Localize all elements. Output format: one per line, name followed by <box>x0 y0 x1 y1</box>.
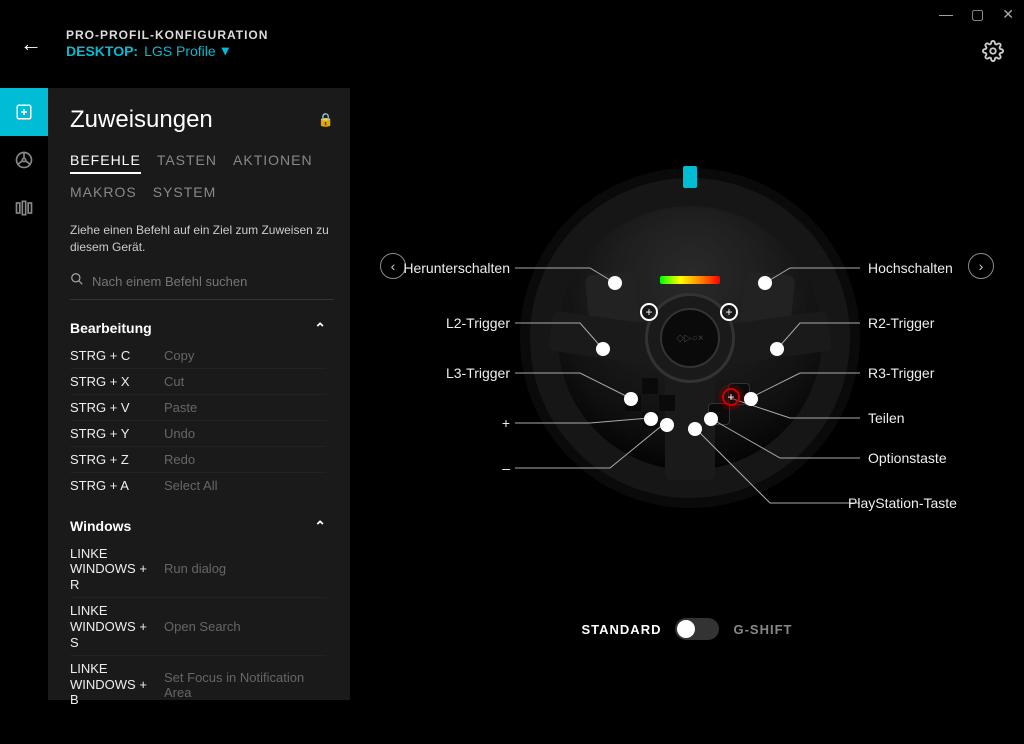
command-shortcut: LINKE WINDOWS + S <box>70 603 154 650</box>
chevron-up-icon: ⌃ <box>314 320 326 337</box>
next-device-button[interactable]: › <box>968 253 994 279</box>
profile-selector[interactable]: DESKTOP: LGS Profile ▾ <box>66 42 268 59</box>
callout-label: PlayStation-Taste <box>848 495 957 511</box>
profile-name: LGS Profile <box>144 43 216 59</box>
mode-standard-label[interactable]: STANDARD <box>582 622 662 637</box>
hotspot[interactable] <box>758 276 772 290</box>
hotspot-plus[interactable]: + <box>640 303 658 321</box>
back-button[interactable]: ← <box>20 31 42 57</box>
sidebar-title: Zuweisungen <box>70 106 213 134</box>
tab-system[interactable]: SYSTEM <box>153 184 217 204</box>
command-name: Paste <box>164 400 197 415</box>
section-bearbeitung[interactable]: Bearbeitung⌃ <box>70 314 326 343</box>
command-row[interactable]: STRG + V Paste <box>70 394 326 420</box>
hotspot[interactable] <box>704 412 718 426</box>
hotspot[interactable] <box>644 412 658 426</box>
command-name: Select All <box>164 478 217 493</box>
ps-logo-icon: ◇▷○× <box>660 308 720 368</box>
tab-befehle[interactable]: BEFEHLE <box>70 152 141 174</box>
command-row[interactable]: LINKE WINDOWS + B Set Focus in Notificati… <box>70 655 326 713</box>
command-row[interactable]: LINKE WINDOWS + S Open Search <box>70 597 326 655</box>
hotspot[interactable] <box>596 342 610 356</box>
command-name: Undo <box>164 426 195 441</box>
hotspot-highlight[interactable]: + <box>722 388 740 406</box>
callout-label: L2-Trigger <box>400 315 510 331</box>
command-row[interactable]: STRG + C Copy <box>70 343 326 368</box>
callout-label: – <box>400 460 510 476</box>
rail-wheel-button[interactable] <box>0 136 48 184</box>
tab-makros[interactable]: MAKROS <box>70 184 137 204</box>
command-shortcut: STRG + A <box>70 478 154 493</box>
hotspot[interactable] <box>744 392 758 406</box>
command-name: Open Search <box>164 619 241 634</box>
command-name: Cut <box>164 374 184 389</box>
command-row[interactable]: STRG + A Select All <box>70 472 326 498</box>
sidebar-hint: Ziehe einen Befehl auf ein Ziel zum Zuwe… <box>70 222 334 256</box>
callout-label: + <box>400 415 510 431</box>
command-row[interactable]: STRG + Z Redo <box>70 446 326 472</box>
command-shortcut: STRG + X <box>70 374 154 389</box>
chevron-up-icon: ⌃ <box>314 518 326 535</box>
search-icon <box>70 272 84 291</box>
hotspot[interactable] <box>608 276 622 290</box>
hotspot-plus[interactable]: + <box>720 303 738 321</box>
search-field[interactable] <box>70 268 334 300</box>
callout-label: Herunterschalten <box>400 260 510 276</box>
callout-label: R2-Trigger <box>868 315 934 331</box>
command-shortcut: STRG + Y <box>70 426 154 441</box>
command-name: Redo <box>164 452 195 467</box>
command-shortcut: STRG + C <box>70 348 154 363</box>
callout-label: R3-Trigger <box>868 365 934 381</box>
command-row[interactable]: LINKE WINDOWS + R Run dialog <box>70 541 326 598</box>
tab-aktionen[interactable]: AKTIONEN <box>233 152 313 174</box>
hotspot[interactable] <box>660 418 674 432</box>
command-name: Copy <box>164 348 194 363</box>
hotspot[interactable] <box>770 342 784 356</box>
maximize-button[interactable]: ▢ <box>971 6 984 23</box>
minimize-button[interactable]: — <box>939 6 953 23</box>
mode-toggle[interactable] <box>675 618 719 640</box>
callout-label: L3-Trigger <box>400 365 510 381</box>
command-name: Run dialog <box>164 561 226 576</box>
close-button[interactable]: ✕ <box>1002 6 1014 23</box>
command-name: Set Focus in Notification Area <box>164 670 326 700</box>
assignments-sidebar: Zuweisungen 🔒 BEFEHLE TASTEN AKTIONEN MAKRO… <box>48 88 350 700</box>
command-shortcut: STRG + Z <box>70 452 154 467</box>
steering-wheel-graphic: ◇▷○× <box>520 168 860 508</box>
hotspot[interactable] <box>624 392 638 406</box>
hotspot[interactable] <box>688 422 702 436</box>
command-row[interactable]: STRG + X Cut <box>70 368 326 394</box>
settings-button[interactable] <box>982 40 1004 67</box>
rail-pedals-button[interactable] <box>0 184 48 232</box>
rail-add-button[interactable] <box>0 88 48 136</box>
mode-gshift-label[interactable]: G-SHIFT <box>733 622 792 637</box>
callout-label: Optionstaste <box>868 450 947 466</box>
chevron-down-icon: ▾ <box>222 42 229 59</box>
section-windows[interactable]: Windows⌃ <box>70 512 326 541</box>
callout-label: Hochschalten <box>868 260 953 276</box>
command-shortcut: LINKE WINDOWS + B <box>70 661 154 708</box>
lock-icon[interactable]: 🔒 <box>318 112 334 128</box>
command-row[interactable]: STRG + Y Undo <box>70 420 326 446</box>
callout-label: Teilen <box>868 410 905 426</box>
page-title: PRO-PROFIL-KONFIGURATION <box>66 28 268 42</box>
tab-tasten[interactable]: TASTEN <box>157 152 217 174</box>
command-shortcut: LINKE WINDOWS + R <box>70 546 154 593</box>
profile-prefix: DESKTOP: <box>66 43 138 59</box>
search-input[interactable] <box>92 274 334 289</box>
command-shortcut: STRG + V <box>70 400 154 415</box>
